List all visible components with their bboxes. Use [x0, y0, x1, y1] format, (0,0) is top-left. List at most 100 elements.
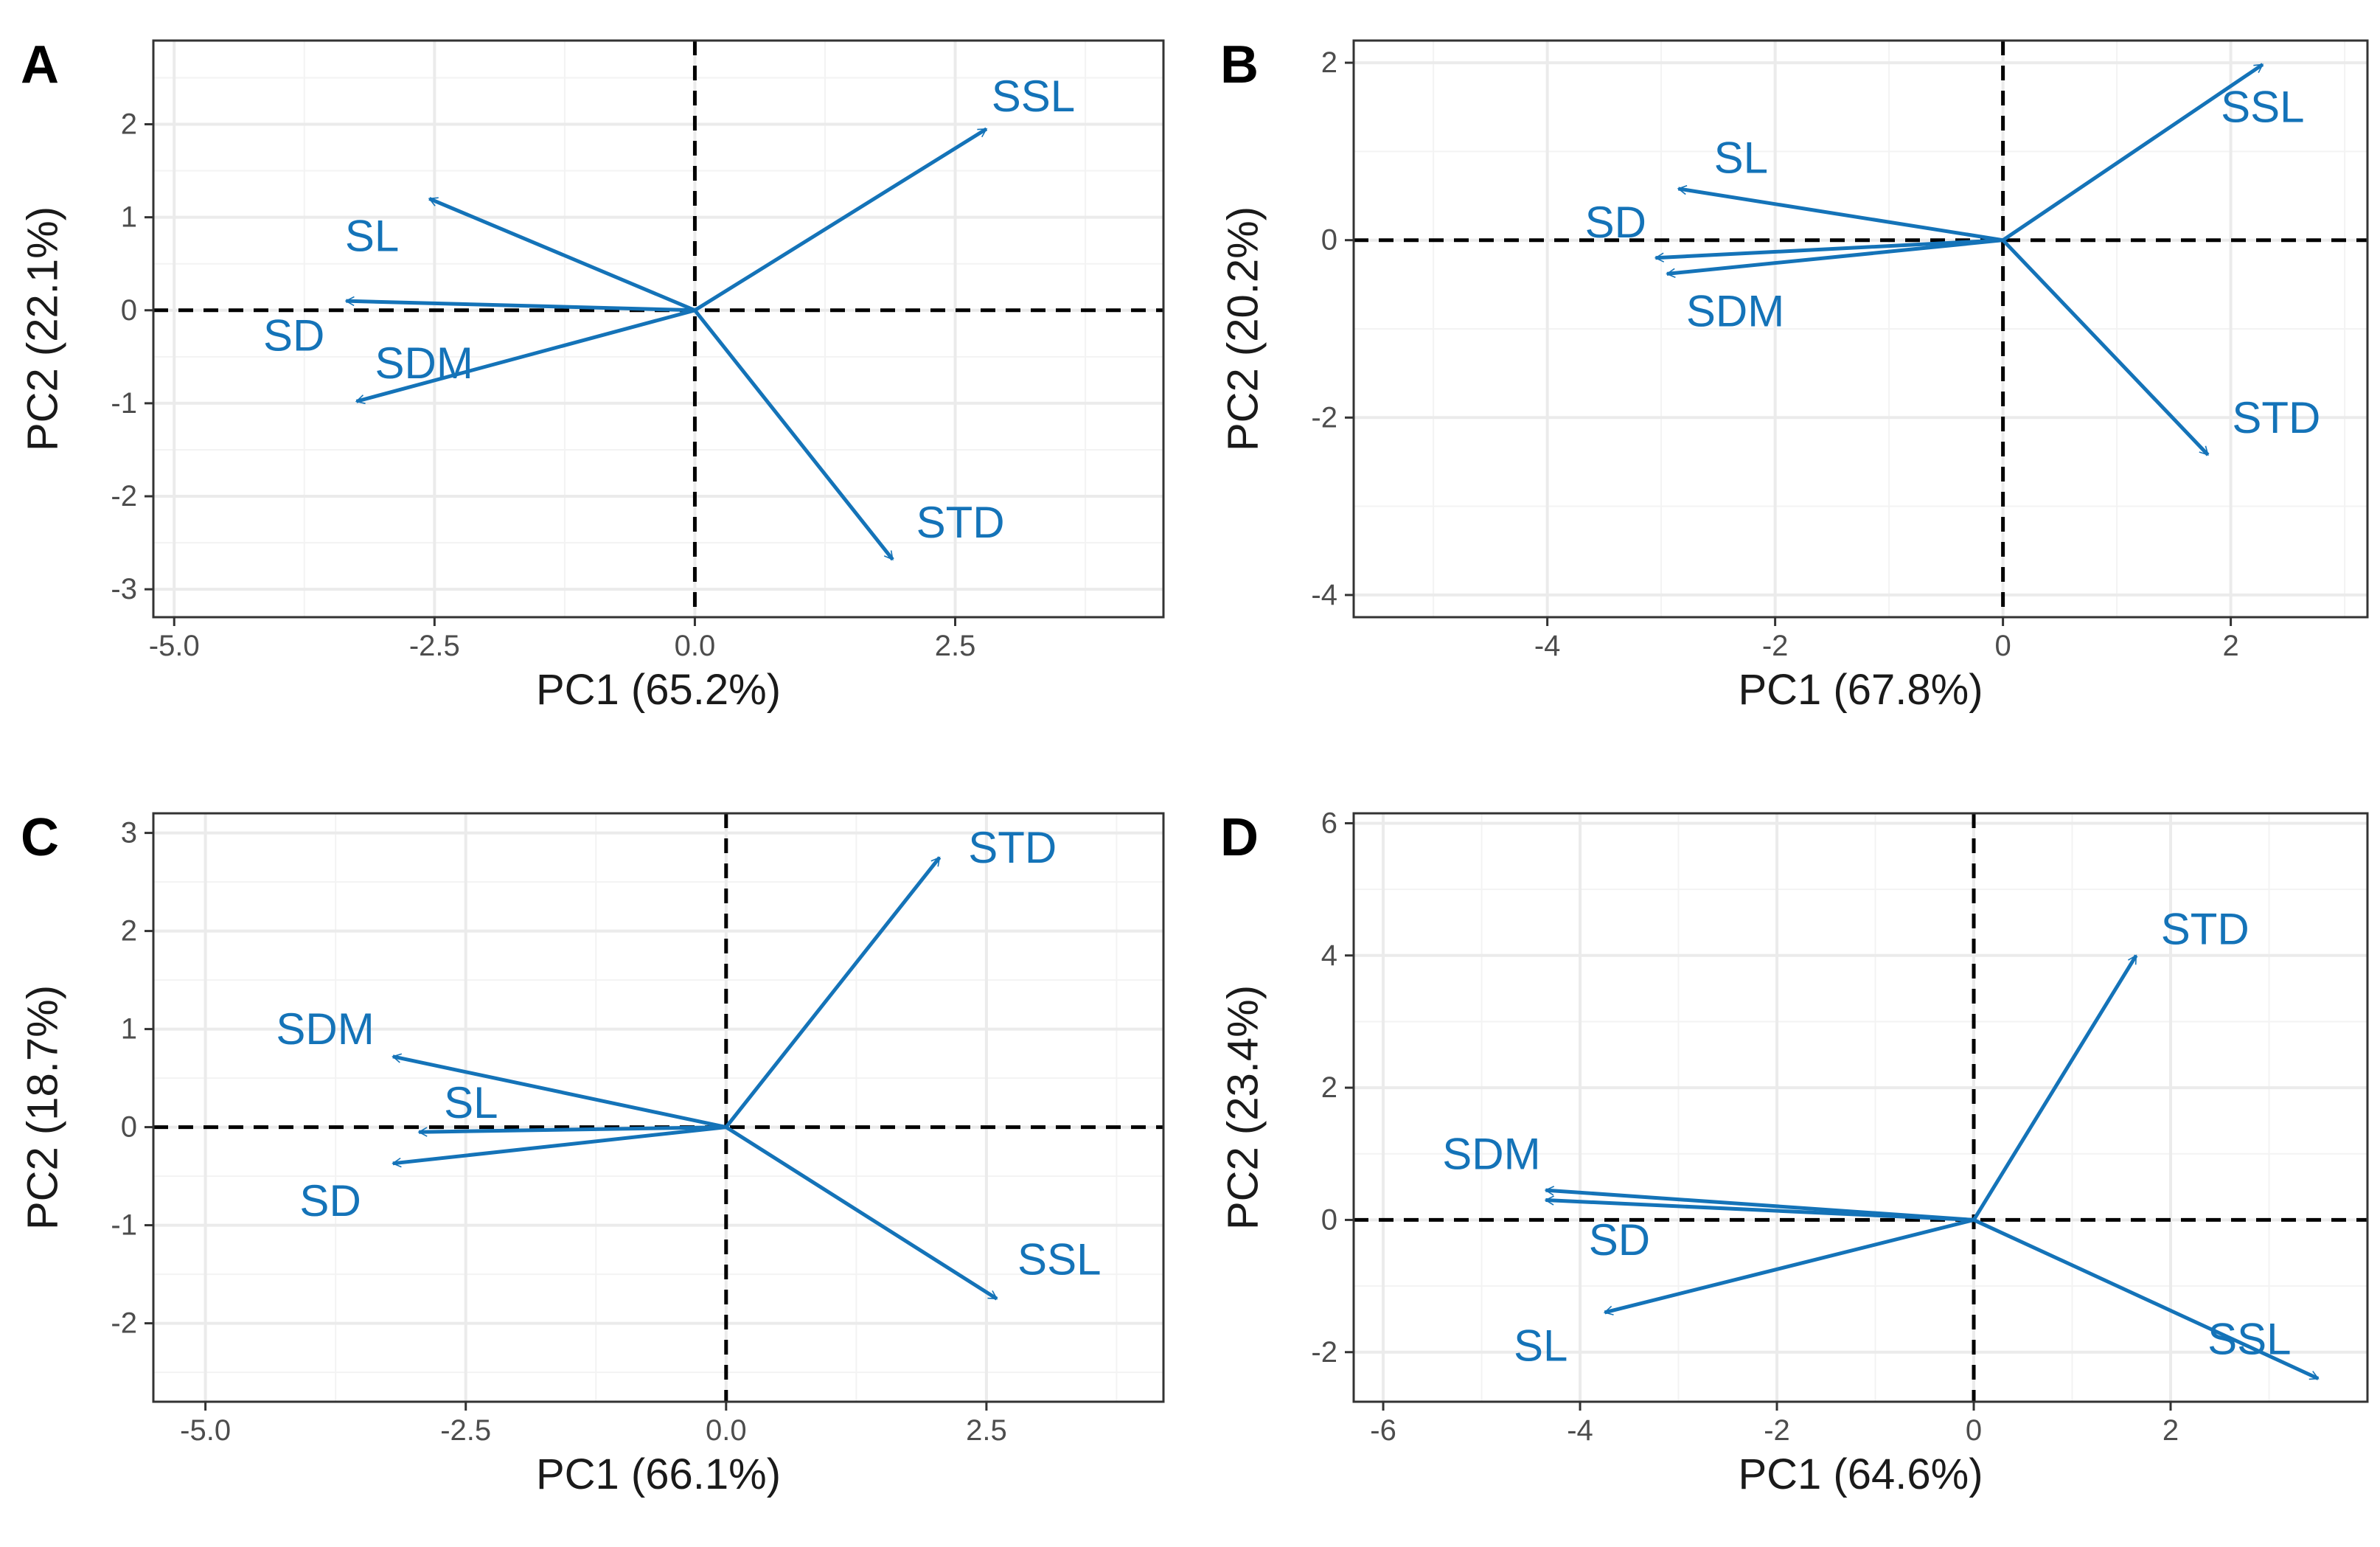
panel-a-y-tick-label: 2 — [121, 108, 137, 141]
panel-b-vector-sdm — [1666, 238, 2003, 279]
panel-a-vector-label-sd: SD — [263, 310, 324, 360]
panel-b-x-tick-label: -2 — [1762, 630, 1789, 662]
panel-a-vector-label-std: STD — [916, 498, 1005, 547]
panel-b-vector-label-ssl: SSL — [2221, 83, 2304, 132]
panel-a-vector-label-sdm: SDM — [375, 338, 473, 388]
panel-c-letter: C — [21, 808, 59, 867]
panel-a-y-tick-label: -1 — [111, 387, 137, 420]
panel-c-vector-label-sd: SD — [299, 1176, 361, 1226]
panel-b-border — [1352, 39, 2369, 619]
panel-d-x-tick-label: -4 — [1567, 1414, 1593, 1447]
panel-a-x-tick-label: -2.5 — [409, 630, 460, 662]
panel-d-y-tick-label: -2 — [1311, 1336, 1337, 1369]
panel-b-x-tick-label: -4 — [1534, 630, 1561, 662]
panel-a-letter: A — [21, 35, 59, 94]
panel-c-y-axis-title: PC2 (18.7%) — [19, 985, 67, 1230]
panel-b-x-tick-label: 0 — [1994, 630, 2011, 662]
panel-a-vector-label-sl: SL — [345, 211, 399, 260]
panel-c-x-tick-label: 0.0 — [706, 1414, 747, 1447]
panel-d-y-tick-label: 2 — [1321, 1071, 1337, 1104]
panel-c: STD SDM SL SD SSL -5.0 -2.5 0.0 2.5 -2 -1 0 1 2 3 PC1 (… — [19, 808, 1165, 1498]
panel-d-border — [1352, 812, 2369, 1403]
panel-d-x-tick-label: -6 — [1370, 1414, 1396, 1447]
panel-b-vector-sd — [1654, 238, 2003, 263]
panel-c-y-tick-label: 2 — [121, 915, 137, 948]
panel-b-vector-label-std: STD — [2232, 393, 2320, 442]
panel-d-y-tick-label: 4 — [1321, 939, 1337, 972]
panel-b-letter: B — [1220, 35, 1259, 94]
panel-c-vector-sd — [392, 1125, 727, 1168]
panel-d-vector-label-sdm: SDM — [1442, 1129, 1540, 1178]
panel-c-x-tick-label: 2.5 — [966, 1414, 1007, 1447]
panel-c-x-axis-title: PC1 (66.1%) — [536, 1450, 781, 1498]
panel-a-y-axis-title: PC2 (22.1%) — [19, 206, 67, 451]
panel-c-x-tick-label: -2.5 — [440, 1414, 491, 1447]
panel-a-plot-area — [153, 41, 1163, 617]
panel-a-vector-sl — [428, 197, 696, 313]
panel-c-vector-ssl — [725, 1125, 998, 1301]
panel-d-x-axis-title: PC1 (64.6%) — [1738, 1450, 1983, 1498]
panel-b-vector-label-sd: SD — [1585, 198, 1646, 247]
panel-b-y-tick-label: 2 — [1321, 46, 1337, 79]
panel-b-vector-label-sdm: SDM — [1686, 286, 1784, 336]
panel-d-x-tick-label: -2 — [1764, 1414, 1790, 1447]
panel-c-y-tick-label: -1 — [111, 1209, 137, 1242]
panel-c-y-tick-label: 0 — [121, 1111, 137, 1144]
panel-a-y-tick-label: -2 — [111, 480, 137, 512]
panel-d-plot-area — [1354, 813, 2367, 1402]
panel-a-y-tick-label: -3 — [111, 573, 137, 605]
panel-c-vector-sl — [417, 1125, 726, 1137]
panel-b-y-tick-label: -2 — [1311, 401, 1337, 434]
panel-b-y-tick-label: -4 — [1311, 579, 1337, 611]
panel-c-vector-label-sl: SL — [444, 1078, 498, 1127]
panel-b-vector-std — [2001, 238, 2210, 456]
panel-a-border — [152, 39, 1165, 619]
panel-b: SSL SL SD SDM STD -4 -2 0 2 -4 -2 0 2 PC1 (67.8%) PC2 … — [1219, 35, 2369, 714]
panel-c-vector-label-ssl: SSL — [1017, 1235, 1101, 1284]
panel-b-y-axis-title: PC2 (20.2%) — [1219, 206, 1267, 451]
panel-b-vector-sl — [1677, 184, 2004, 243]
panel-b-y-tick-label: 0 — [1321, 224, 1337, 257]
panel-d-vector-label-std: STD — [2161, 904, 2249, 953]
panel-d-y-tick-label: 6 — [1321, 807, 1337, 839]
panel-c-vector-std — [724, 856, 942, 1129]
panel-a-vector-ssl — [694, 127, 988, 312]
panel-c-y-tick-label: 3 — [121, 817, 137, 849]
panel-d-vector-label-sd: SD — [1589, 1215, 1650, 1265]
panel-b-vector-ssl — [2002, 63, 2264, 242]
panel-d-letter: D — [1220, 808, 1259, 867]
panel-d-vector-label-ssl: SSL — [2207, 1314, 2291, 1363]
panel-a-vector-sd — [344, 296, 695, 313]
panel-b-x-axis-title: PC1 (67.8%) — [1738, 666, 1983, 714]
panel-a-vector-std — [693, 309, 894, 561]
panel-a-y-tick-label: 0 — [121, 294, 137, 327]
panel-a-x-tick-label: -5.0 — [149, 630, 200, 662]
panel-a-x-axis-title: PC1 (65.2%) — [536, 666, 781, 714]
panel-c-x-tick-label: -5.0 — [180, 1414, 231, 1447]
panel-c-plot-area — [153, 813, 1163, 1402]
panel-a-y-tick-label: 1 — [121, 201, 137, 234]
panel-d-vector-sd — [1544, 1195, 1974, 1222]
panel-d-x-tick-label: 0 — [1966, 1414, 1982, 1447]
panel-d-y-tick-label: 0 — [1321, 1203, 1337, 1236]
panel-d-vector-ssl — [1972, 1218, 2320, 1380]
panel-a-x-tick-label: 0.0 — [675, 630, 716, 662]
panel-c-vector-label-std: STD — [968, 823, 1057, 872]
panel-a-vector-label-ssl: SSL — [992, 72, 1075, 121]
panel-d-y-axis-title: PC2 (23.4%) — [1219, 985, 1267, 1230]
panel-b-x-tick-label: 2 — [2222, 630, 2238, 662]
panel-c-vector-sdm — [392, 1053, 727, 1130]
panel-a-x-tick-label: 2.5 — [935, 630, 976, 662]
panel-b-vector-label-sl: SL — [1714, 133, 1768, 182]
panel-c-y-tick-label: 1 — [121, 1013, 137, 1046]
panel-a: SSL SL SD SDM STD -5.0 -2.5 0.0 2.5 -3 -2 -1 0 1 2 PC1 … — [19, 35, 1165, 714]
panel-a-vector-sdm — [355, 308, 696, 405]
panel-d-vector-std — [1972, 954, 2138, 1221]
panel-c-border — [152, 812, 1165, 1403]
panel-c-y-tick-label: -2 — [111, 1307, 137, 1340]
panel-d: STD SDM SD SL SSL -6 -4 -2 0 2 -2 0 2 4 6 PC1 (64.6%) PC… — [1219, 807, 2369, 1498]
panel-d-vector-sl — [1603, 1218, 1974, 1315]
panel-d-x-tick-label: 2 — [2162, 1414, 2179, 1447]
panel-d-vector-label-sl: SL — [1514, 1321, 1567, 1370]
